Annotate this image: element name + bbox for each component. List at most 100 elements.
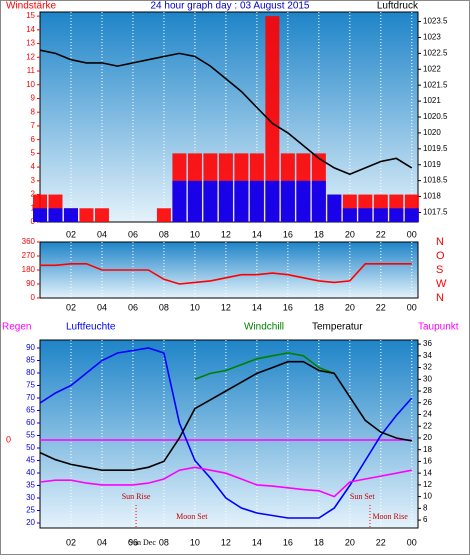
legend-label: Windchill bbox=[244, 322, 284, 333]
y2-tick-label: 1020.5 bbox=[423, 112, 448, 121]
annotation: Moon Set bbox=[176, 512, 208, 521]
wind-bar bbox=[265, 180, 280, 222]
legend-label: Temperatur bbox=[312, 322, 363, 333]
y2-tick-label: 1023 bbox=[423, 33, 441, 42]
y2-tick-label: 30 bbox=[423, 374, 432, 383]
y2-tick-label: 12 bbox=[423, 480, 432, 489]
x-tick-label: 04 bbox=[97, 537, 107, 547]
series-line bbox=[194, 352, 335, 381]
y-tick-label: 6 bbox=[31, 135, 36, 144]
x-tick-label: 20 bbox=[345, 302, 355, 312]
y-tick-label: 80 bbox=[26, 368, 35, 377]
wind-bar bbox=[296, 180, 311, 222]
series-line bbox=[39, 49, 413, 176]
wind-bar bbox=[327, 194, 342, 222]
direction-label: N bbox=[436, 236, 444, 248]
annotation: Sun Set bbox=[350, 492, 375, 501]
wind-bar bbox=[342, 208, 357, 222]
y-tick-label: 40 bbox=[26, 468, 35, 477]
x-tick-label: 22 bbox=[376, 229, 386, 239]
y-tick-label: 10 bbox=[26, 80, 35, 89]
x-tick-label: 10 bbox=[190, 229, 200, 239]
y-tick-label: 3 bbox=[31, 176, 36, 185]
y2-tick-label: 16 bbox=[423, 457, 432, 466]
y-tick-label: 180 bbox=[22, 265, 36, 274]
wind-bar bbox=[172, 180, 187, 222]
y-tick-label: 55 bbox=[26, 431, 35, 440]
x-tick-label: 18 bbox=[314, 229, 324, 239]
y2-tick-label: 1018 bbox=[423, 192, 441, 201]
y2-tick-label: 1021.5 bbox=[423, 80, 448, 89]
y2-tick-label: 22 bbox=[423, 421, 432, 430]
y-axis-label: Windstärke bbox=[6, 1, 56, 12]
x-tick-label: 12 bbox=[221, 537, 231, 547]
series-line bbox=[39, 347, 413, 519]
x-tick-label: 18 bbox=[314, 302, 324, 312]
x-tick-label: 06 bbox=[128, 229, 138, 239]
y-tick-label: 11 bbox=[27, 66, 36, 75]
wind-bar bbox=[33, 208, 47, 222]
plot-area bbox=[39, 339, 419, 529]
y-tick-label: 9 bbox=[31, 94, 36, 103]
legend-label: Taupunkt bbox=[418, 322, 459, 333]
wind-bar bbox=[389, 208, 404, 222]
wind-bar bbox=[358, 208, 373, 222]
x-tick-label: 20 bbox=[345, 229, 355, 239]
series-line bbox=[39, 466, 412, 498]
y2-tick-label: 10 bbox=[423, 492, 432, 501]
y2-tick-label: 26 bbox=[423, 398, 432, 407]
annotation: Sun Dec bbox=[129, 538, 157, 547]
x-tick-label: 16 bbox=[283, 302, 293, 312]
wind-bar bbox=[280, 180, 295, 222]
y2-tick-label: 1020 bbox=[423, 128, 441, 137]
wind-bar bbox=[79, 208, 94, 222]
y-tick-label: 60 bbox=[26, 418, 35, 427]
y-tick-label: 20 bbox=[26, 518, 35, 527]
y2-tick-label: 8 bbox=[423, 503, 428, 512]
y-tick-label: 13 bbox=[26, 39, 35, 48]
y-tick-label: 15 bbox=[26, 11, 35, 20]
series-line bbox=[40, 263, 412, 285]
y-tick-label: 75 bbox=[26, 381, 35, 390]
x-tick-label: 14 bbox=[252, 302, 262, 312]
y2-tick-label: 20 bbox=[423, 433, 432, 442]
y-tick-label: 8 bbox=[31, 107, 36, 116]
y-tick-label: 30 bbox=[26, 493, 35, 502]
x-tick-label: 06 bbox=[128, 302, 138, 312]
wind-bar bbox=[218, 180, 233, 222]
x-tick-label: 02 bbox=[66, 229, 76, 239]
chart-title: 24 hour graph day : 03 August 2015 bbox=[150, 1, 309, 12]
y-tick-label: 45 bbox=[26, 456, 35, 465]
series-line bbox=[39, 360, 412, 471]
y-tick-label: 360 bbox=[22, 237, 36, 246]
legend-label: Regen bbox=[2, 322, 31, 333]
x-tick-label: 16 bbox=[283, 229, 293, 239]
y-tick-label: 4 bbox=[31, 162, 36, 171]
x-tick-label: 18 bbox=[314, 537, 324, 547]
y-tick-label: 50 bbox=[26, 443, 35, 452]
x-tick-label: 22 bbox=[376, 537, 386, 547]
y2-tick-label: 1023.5 bbox=[423, 17, 448, 26]
wind-bar bbox=[203, 180, 218, 222]
direction-label: O bbox=[436, 250, 445, 262]
x-tick-label: 04 bbox=[97, 229, 107, 239]
x-tick-label: 12 bbox=[221, 302, 231, 312]
y2-axis-label: Luftdruck bbox=[377, 1, 419, 12]
x-tick-label: 06 bbox=[128, 537, 138, 547]
y2-tick-label: 1017.5 bbox=[423, 208, 448, 217]
x-tick-label: 20 bbox=[345, 537, 355, 547]
y2-tick-label: 6 bbox=[423, 515, 428, 524]
y-tick-label: 25 bbox=[26, 506, 35, 515]
wind-bar bbox=[404, 208, 419, 222]
direction-label: W bbox=[436, 278, 447, 290]
direction-label: S bbox=[436, 264, 443, 276]
wind-bar bbox=[234, 180, 249, 222]
wind-bar bbox=[187, 180, 202, 222]
x-tick-label: 10 bbox=[190, 302, 200, 312]
x-tick-label: 16 bbox=[283, 537, 293, 547]
y-tick-label: 12 bbox=[26, 52, 35, 61]
y2-tick-label: 36 bbox=[423, 339, 432, 348]
y2-tick-label: 1022.5 bbox=[423, 48, 448, 57]
wind-bar bbox=[48, 208, 63, 222]
